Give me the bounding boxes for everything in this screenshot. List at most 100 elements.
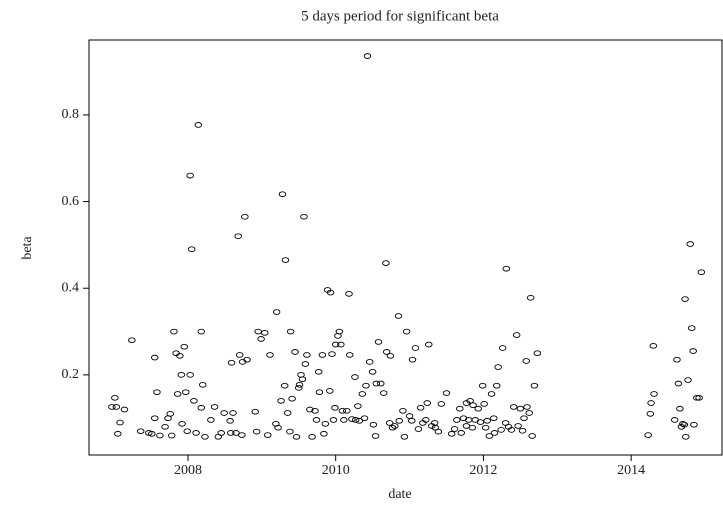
point <box>326 289 335 296</box>
point <box>112 404 121 410</box>
point <box>328 351 336 357</box>
point <box>450 426 459 432</box>
point <box>478 382 487 389</box>
point <box>108 404 116 410</box>
point <box>194 122 203 128</box>
point <box>507 427 516 433</box>
point <box>476 419 485 425</box>
point <box>405 413 414 419</box>
point <box>402 328 411 335</box>
point <box>530 382 539 389</box>
point <box>331 404 339 411</box>
point <box>650 391 658 397</box>
point <box>509 404 518 410</box>
y-tick-label: 0.4 <box>62 280 80 295</box>
point <box>292 433 301 440</box>
point <box>234 233 242 240</box>
point <box>186 372 194 378</box>
point <box>210 404 219 410</box>
point <box>371 433 380 439</box>
point <box>182 389 190 396</box>
point <box>207 417 215 423</box>
point <box>453 417 461 423</box>
point <box>187 246 196 253</box>
point <box>217 430 225 436</box>
point <box>394 313 403 319</box>
point <box>166 410 174 417</box>
plot-frame <box>88 39 723 456</box>
point <box>190 398 198 404</box>
point <box>286 328 295 335</box>
point <box>161 423 169 430</box>
point <box>153 389 161 396</box>
point <box>345 352 354 358</box>
point <box>114 430 122 437</box>
point <box>684 377 692 383</box>
point <box>514 423 522 429</box>
point <box>498 345 507 351</box>
point <box>518 427 527 434</box>
point <box>277 398 285 404</box>
point <box>300 213 308 220</box>
point <box>186 172 194 179</box>
point <box>278 191 287 198</box>
point <box>343 407 351 414</box>
point <box>469 402 477 409</box>
point <box>447 430 456 437</box>
point <box>399 407 407 414</box>
point <box>220 410 228 416</box>
y-tick-label: 0.6 <box>62 194 80 209</box>
point <box>416 404 425 411</box>
x-tick-label: 2008 <box>174 463 202 478</box>
point <box>176 352 184 359</box>
point <box>483 417 491 424</box>
x-tick-label: 2014 <box>617 463 645 478</box>
point <box>329 417 338 423</box>
point <box>523 404 531 410</box>
point <box>274 424 282 431</box>
point <box>340 417 348 423</box>
point <box>481 424 490 431</box>
point <box>674 380 683 387</box>
point <box>365 359 374 365</box>
point <box>676 405 684 412</box>
point <box>682 433 690 440</box>
point <box>303 352 311 358</box>
point <box>337 341 345 348</box>
point <box>192 430 200 436</box>
point <box>480 401 488 407</box>
point <box>686 241 694 247</box>
point <box>647 400 655 406</box>
point <box>314 368 323 375</box>
point <box>197 328 206 335</box>
point <box>241 213 249 220</box>
point <box>391 423 399 429</box>
point <box>298 376 307 383</box>
point <box>321 420 330 427</box>
point <box>533 350 542 357</box>
point <box>437 401 446 407</box>
point <box>687 325 696 331</box>
point <box>382 260 390 266</box>
point <box>368 368 377 375</box>
point <box>197 404 206 411</box>
point <box>170 328 178 335</box>
x-axis-label: date <box>388 487 411 502</box>
point <box>395 417 403 424</box>
point <box>183 428 191 435</box>
point <box>487 391 496 397</box>
point <box>251 408 259 415</box>
point <box>490 430 499 436</box>
point <box>291 349 299 355</box>
point <box>235 352 244 358</box>
point <box>423 400 432 406</box>
point <box>385 420 394 426</box>
point <box>308 433 316 440</box>
point <box>338 407 347 414</box>
point <box>425 341 433 348</box>
point <box>335 328 344 335</box>
point <box>492 382 501 389</box>
point <box>320 430 328 437</box>
point <box>128 337 136 344</box>
